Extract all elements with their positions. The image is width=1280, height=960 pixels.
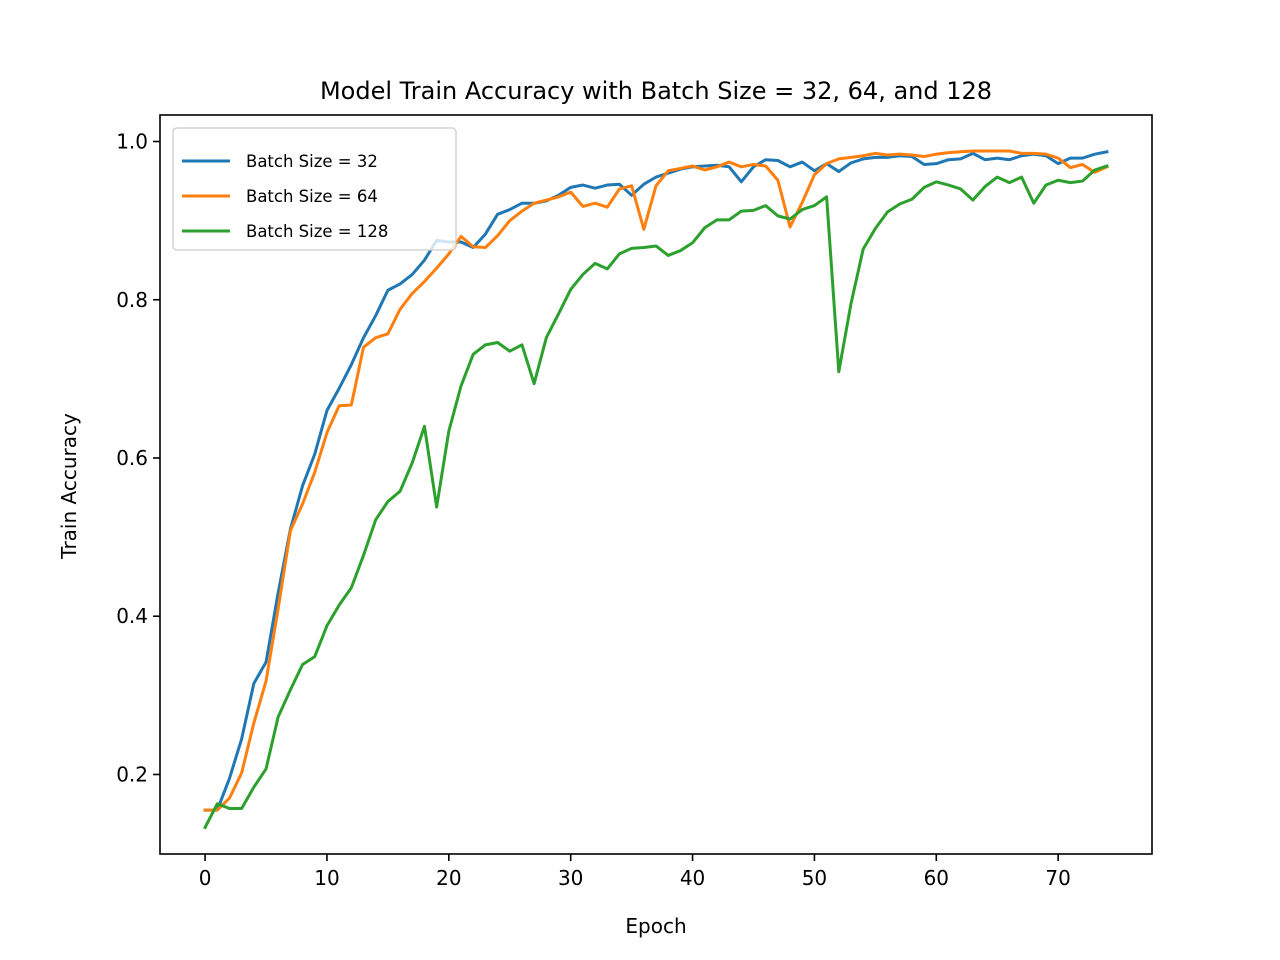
y-tick-label: 0.6	[116, 446, 148, 470]
x-tick-label: 10	[314, 866, 339, 890]
series-line-2	[203, 149, 1109, 812]
y-axis-label: Train Accuracy	[57, 413, 81, 560]
series-line-3	[203, 164, 1109, 830]
legend-label-2: Batch Size = 64	[246, 187, 378, 206]
chart-title: Model Train Accuracy with Batch Size = 3…	[320, 77, 992, 105]
x-tick-label: 30	[558, 866, 583, 890]
plot-frame	[159, 114, 1153, 855]
series-line-1	[203, 150, 1109, 812]
legend-box	[172, 127, 457, 251]
legend: Batch Size = 32 Batch Size = 64 Batch Size…	[172, 127, 457, 251]
x-tick-label: 50	[802, 866, 827, 890]
x-tick-label: 40	[680, 866, 705, 890]
x-tick-label: 20	[436, 866, 461, 890]
y-tick-label: 0.2	[116, 762, 148, 786]
y-tick-label: 0.4	[116, 604, 148, 628]
x-tick-label: 60	[924, 866, 949, 890]
legend-label-1: Batch Size = 32	[246, 152, 378, 171]
legend-label-3: Batch Size = 128	[246, 222, 388, 241]
x-axis-label: Epoch	[625, 914, 686, 938]
y-tick-label: 0.8	[116, 288, 148, 312]
y-tick-label: 1.0	[116, 130, 148, 154]
x-tick-label: 0	[199, 866, 212, 890]
x-tick-label: 70	[1045, 866, 1070, 890]
